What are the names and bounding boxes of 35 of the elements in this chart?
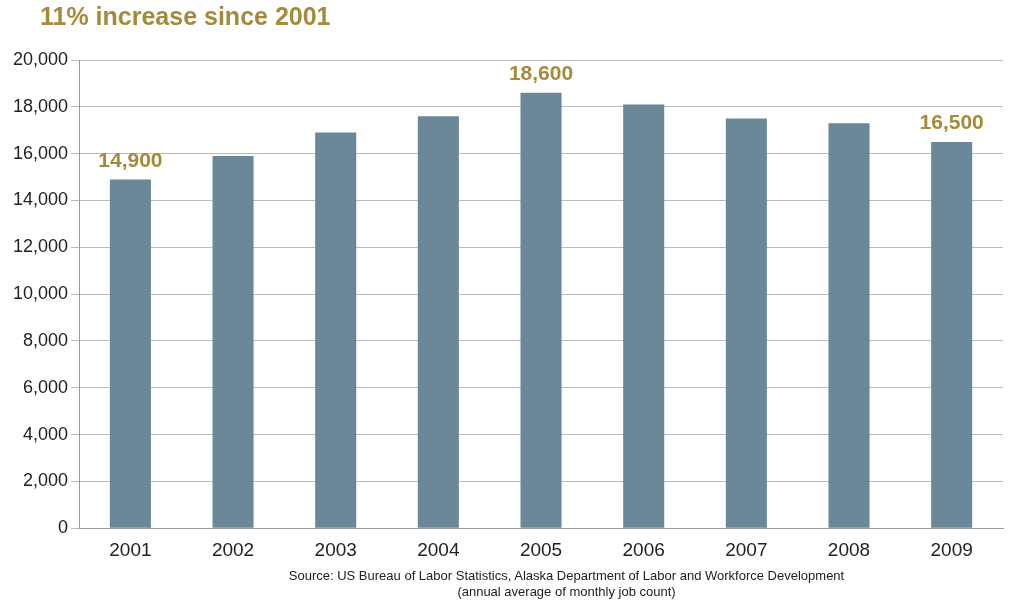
chart-title: 11% increase since 2001: [40, 2, 331, 31]
source-note: Source: US Bureau of Labor Statistics, Alaska Department of Labor and Workforce Development: [287, 568, 846, 584]
x-tick-label: 2006: [622, 538, 665, 560]
bar: [417, 116, 459, 528]
y-tick-label: 6,000: [23, 376, 69, 397]
bar: [315, 132, 357, 528]
y-tick-label: 20,000: [12, 48, 69, 69]
x-tick-label: 2004: [417, 538, 460, 560]
y-tick-label: 0: [58, 517, 69, 538]
bar: [109, 179, 151, 528]
data-label: 14,900: [98, 147, 163, 171]
x-tick-label: 2001: [109, 538, 152, 560]
y-tick-label: 14,000: [12, 189, 69, 210]
x-tick-label: 2008: [827, 538, 871, 560]
bar: [623, 104, 665, 528]
y-tick-label: 12,000: [12, 236, 69, 257]
y-tick-label: 18,000: [12, 95, 69, 116]
x-tick-label: 2009: [930, 538, 973, 560]
x-tick-label: 2007: [725, 538, 768, 560]
x-tick-label: 2002: [211, 538, 255, 560]
bar: [931, 141, 973, 528]
x-tick-label: 2005: [519, 538, 563, 560]
y-tick-label: 10,000: [12, 283, 69, 304]
x-tick-label: 2003: [314, 538, 357, 560]
bar: [520, 92, 562, 528]
y-tick-label: 2,000: [23, 470, 69, 491]
y-tick-label: 8,000: [23, 329, 69, 350]
y-tick-label: 16,000: [12, 142, 69, 163]
bar: [212, 155, 254, 528]
y-tick-label: 4,000: [23, 423, 69, 444]
bar: [828, 123, 870, 528]
data-label: 16,500: [919, 110, 984, 134]
text: (annual average of monthly job count): [456, 584, 677, 600]
data-label: 18,600: [508, 61, 574, 85]
bar: [725, 118, 767, 528]
